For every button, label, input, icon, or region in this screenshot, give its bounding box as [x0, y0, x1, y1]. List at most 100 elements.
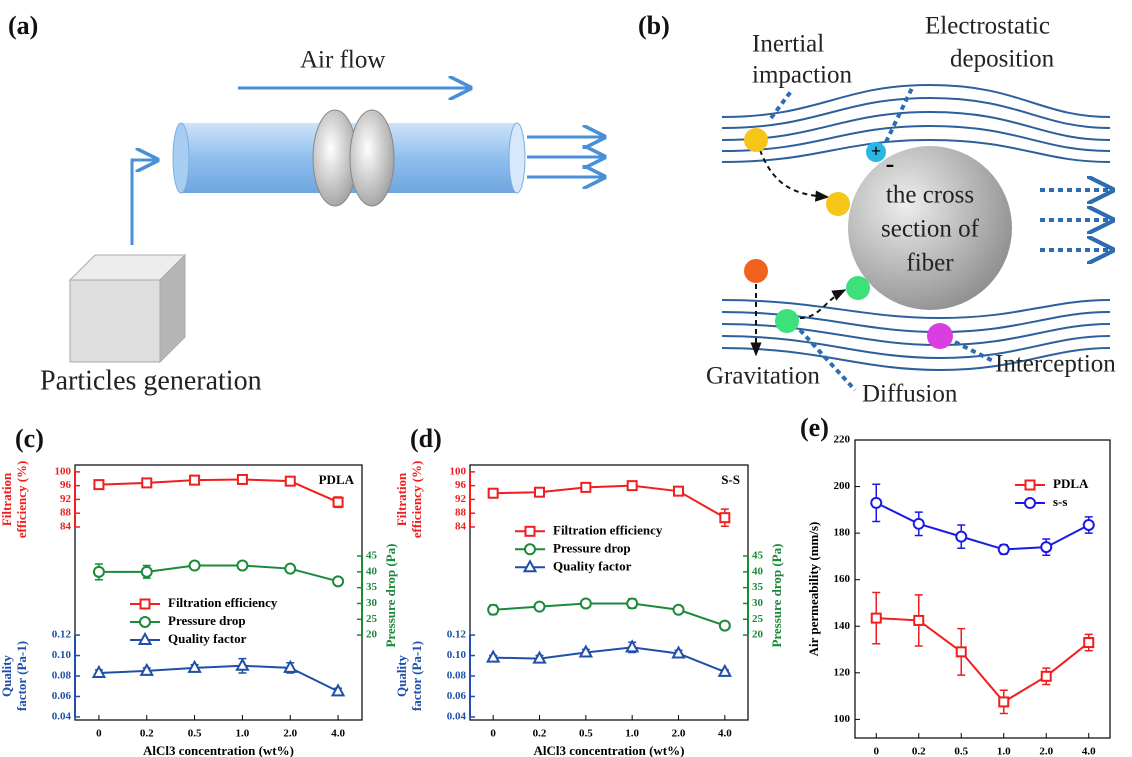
x-tick-label: 4.0 [1082, 746, 1096, 757]
charge: - [886, 149, 895, 178]
y-tick-label: 0.06 [52, 690, 72, 702]
fiber-label: section of [881, 216, 980, 243]
y-tick-label: 35 [366, 581, 378, 593]
marker [142, 567, 152, 577]
marker [190, 561, 200, 571]
series-line [99, 479, 338, 502]
marker [1041, 542, 1051, 552]
annotation: S-S [721, 472, 740, 487]
x-tick-label: 4.0 [718, 728, 732, 740]
y-tick-label: 45 [752, 550, 764, 562]
marker [719, 666, 730, 676]
y-tick-label: 0.08 [52, 670, 72, 682]
series-line [876, 618, 1089, 702]
x-tick-label: 0 [874, 746, 880, 757]
y-tick-label: 30 [752, 597, 764, 609]
x-tick-label: 0.2 [912, 746, 926, 757]
marker [581, 483, 590, 492]
y-axis-label: Air permeability (mm/s) [806, 522, 821, 657]
y-tick-label: 0.10 [447, 649, 467, 661]
marker [1084, 520, 1094, 530]
y-tick-label: 45 [366, 550, 378, 562]
y-tick-label: 140 [834, 620, 851, 632]
panel-label: (b) [638, 11, 670, 40]
y-tick-label: 92 [60, 493, 72, 505]
legend-marker [140, 617, 150, 627]
marker [189, 662, 200, 672]
marker [999, 697, 1008, 706]
panel-label: (e) [800, 413, 829, 442]
marker [94, 567, 104, 577]
x-tick-label: 2.0 [1039, 746, 1053, 757]
series-line [493, 486, 725, 518]
mechanism-label: Gravitation [706, 363, 820, 390]
marker [534, 653, 545, 663]
x-tick-label: 2.0 [283, 728, 297, 740]
particle [927, 323, 953, 349]
x-tick-label: 1.0 [236, 728, 250, 740]
charge: + [871, 141, 881, 161]
annotation: PDLA [319, 472, 355, 487]
marker [333, 685, 344, 695]
marker [720, 621, 730, 631]
series-line [99, 666, 338, 692]
y-tick-label: 0.04 [52, 710, 72, 722]
marker [238, 475, 247, 484]
marker [237, 561, 247, 571]
y-tick-label: 100 [450, 465, 467, 477]
y-tick-label: 30 [366, 597, 378, 609]
legend-marker [1025, 498, 1035, 508]
series-line [876, 503, 1089, 550]
legend-label: PDLA [1053, 476, 1089, 491]
filter [350, 110, 394, 206]
y-tick-label: 220 [834, 434, 851, 446]
mechanism-label: Interception [995, 351, 1116, 378]
legend-marker [525, 544, 535, 554]
marker [628, 481, 637, 490]
marker [957, 647, 966, 656]
y-tick-label: 84 [455, 520, 467, 532]
box-front [70, 280, 160, 362]
diagram-a: (a) Air flow Particles generation [8, 11, 604, 396]
particle [744, 128, 768, 152]
plot-frame [470, 465, 748, 720]
y-axis-label: factor (Pa-1) [14, 641, 29, 711]
marker [141, 665, 152, 675]
mechanism-label: Inertial [752, 31, 824, 58]
fiber-label: the cross [886, 182, 974, 209]
y-tick-label: 0.12 [447, 629, 467, 641]
x-tick-label: 4.0 [331, 728, 345, 740]
y-tick-label: 96 [60, 479, 72, 491]
marker [285, 564, 295, 574]
marker [237, 660, 248, 670]
marker [286, 477, 295, 486]
x-tick-label: 0 [490, 728, 496, 740]
particle [775, 309, 799, 333]
fiber-label: fiber [906, 250, 954, 277]
panel-label: (a) [8, 11, 38, 40]
marker [535, 602, 545, 612]
legend-label: s-s [1053, 494, 1067, 509]
x-axis-label: AlCl3 concentration (wt%) [534, 743, 685, 757]
legend-marker [526, 527, 535, 536]
y-axis-label: efficiency (%) [409, 461, 424, 539]
y-tick-label: 200 [834, 480, 851, 492]
x-tick-label: 0 [96, 728, 102, 740]
marker [334, 498, 343, 507]
x-tick-label: 0.2 [140, 728, 154, 740]
marker [142, 478, 151, 487]
x-tick-label: 0.5 [954, 746, 968, 757]
flow-label: Air flow [300, 47, 385, 74]
marker [674, 605, 684, 615]
y-tick-label: 35 [752, 581, 764, 593]
y-tick-label: 0.06 [447, 690, 467, 702]
series-line [493, 647, 725, 672]
figure: (a) Air flow Particles generation (b) th… [0, 0, 1132, 757]
x-tick-label: 2.0 [672, 728, 686, 740]
in-arrow [132, 160, 157, 245]
mechanism-label: Diffusion [862, 381, 958, 408]
mechanism-label: deposition [950, 46, 1055, 73]
panel-label: (c) [15, 424, 44, 453]
legend-marker [1026, 481, 1035, 490]
y-tick-label: 0.10 [52, 649, 72, 661]
